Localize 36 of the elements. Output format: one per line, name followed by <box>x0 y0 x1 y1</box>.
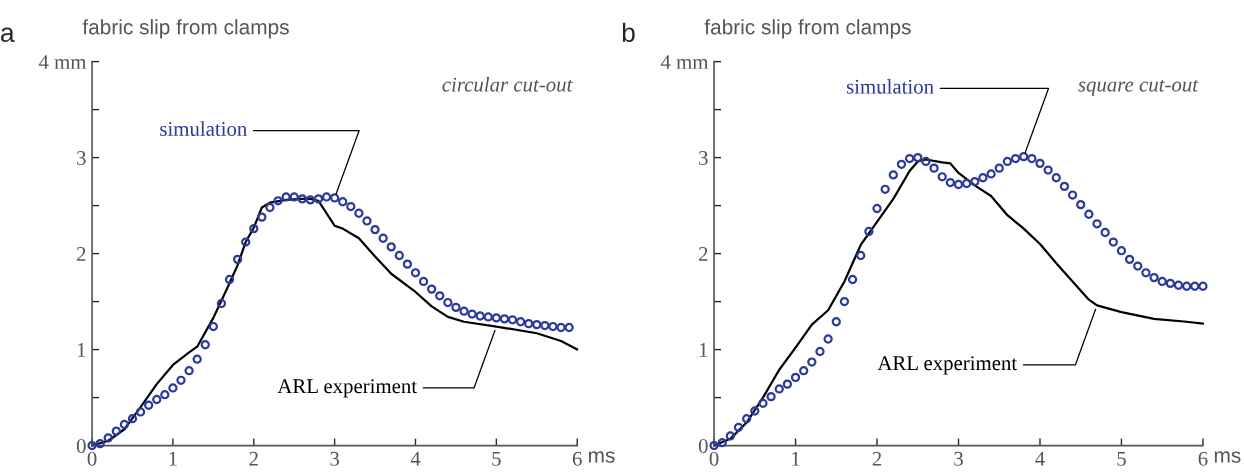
y-tick-label: 2 <box>77 247 86 261</box>
x-tick-label: 0 <box>709 451 719 466</box>
y-tick-label: 1 <box>699 343 708 357</box>
y-tick-label: 0 <box>698 438 708 453</box>
x-tick-label: 2 <box>249 451 258 466</box>
x-tick-label: 4 <box>1035 451 1045 466</box>
x-tick-label: 5 <box>492 451 501 466</box>
y-axis-title: fabric slip from clamps <box>82 19 289 39</box>
text: ARL experiment <box>877 356 1018 375</box>
annotation: square cut-out <box>1078 79 1199 96</box>
x-tick-label: 0 <box>87 451 97 466</box>
annotation: circular cut-out <box>442 76 573 92</box>
x-axis-title: ms <box>1214 451 1241 463</box>
x-tick-label: 3 <box>330 451 340 466</box>
x-tick-label: 2 <box>872 451 882 466</box>
y-tick-label: 4 mm <box>38 55 87 69</box>
x-tick-label: 5 <box>1117 451 1126 466</box>
text: simulation <box>160 121 247 136</box>
y-tick-label: 2 <box>699 247 708 261</box>
x-tick-label: 4 <box>410 451 421 466</box>
x-tick-label: 6 <box>1198 451 1208 466</box>
chart-title: b <box>622 22 635 43</box>
x-tick-label: 6 <box>572 451 582 466</box>
y-tick-label: 3 <box>699 151 708 166</box>
y-axis-title: fabric slip from clamps <box>704 19 911 39</box>
x-tick-label: 1 <box>792 451 800 466</box>
chart-title: a <box>1 27 15 43</box>
y-tick-label: 0 <box>76 438 86 453</box>
text: ARL experiment <box>277 379 417 398</box>
y-tick-label: 4 mm <box>660 55 709 69</box>
y-tick-label: 3 <box>77 151 86 166</box>
y-tick-label: 1 <box>77 343 86 357</box>
text: simulation <box>846 79 934 94</box>
x-axis-title: ms <box>588 451 615 463</box>
x-tick-label: 1 <box>169 451 177 466</box>
x-tick-label: 3 <box>954 451 963 466</box>
